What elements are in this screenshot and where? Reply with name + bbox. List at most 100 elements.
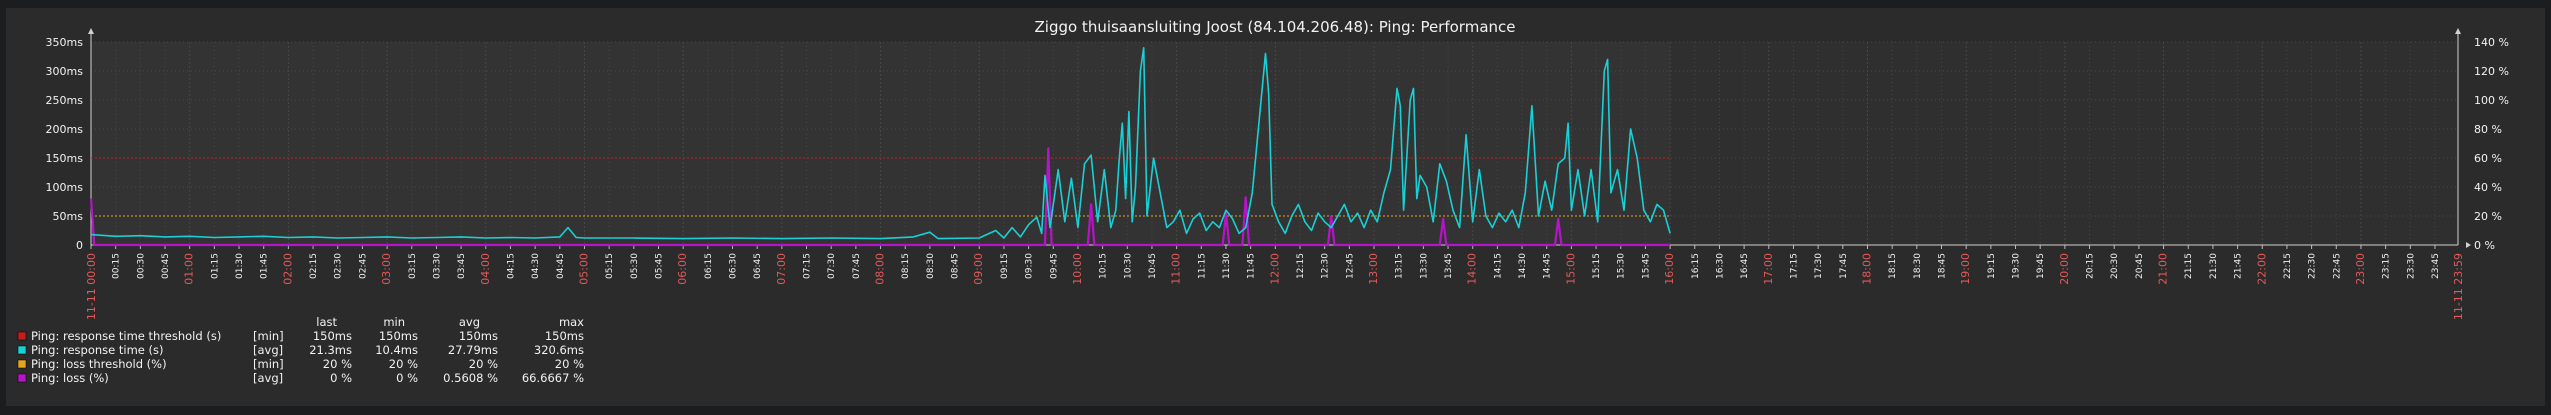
legend-max-value: 150ms bbox=[545, 329, 584, 343]
left-y-tick-label: 250ms bbox=[46, 94, 84, 107]
right-y-tick-label: 60 % bbox=[2474, 152, 2502, 165]
x-tick-label: 10:30 bbox=[1123, 253, 1133, 279]
left-y-tick-label: 0 bbox=[76, 239, 83, 252]
x-tick-label: 11:00 bbox=[1170, 253, 1183, 285]
x-tick-label: 13:00 bbox=[1367, 253, 1380, 285]
legend-min-value: 0 % bbox=[396, 371, 418, 385]
x-tick-label: 03:00 bbox=[380, 253, 393, 285]
left-axis-arrow bbox=[88, 28, 94, 34]
x-tick-label: 21:15 bbox=[2184, 253, 2194, 279]
x-tick-label: 00:15 bbox=[112, 253, 122, 279]
x-tick-label: 17:45 bbox=[1839, 253, 1849, 279]
x-tick-label: 18:15 bbox=[1888, 253, 1898, 279]
x-tick-label: 10:15 bbox=[1099, 253, 1109, 279]
x-tick-label: 09:00 bbox=[972, 253, 985, 285]
x-tick-label: 05:00 bbox=[577, 253, 590, 285]
x-tick-label: 20:00 bbox=[2058, 253, 2071, 285]
x-tick-label: 03:15 bbox=[408, 253, 418, 279]
x-tick-label: 02:45 bbox=[358, 253, 368, 279]
x-tick-label: 20:30 bbox=[2110, 253, 2120, 279]
legend-function: [avg] bbox=[253, 343, 283, 357]
x-tick-label: 06:00 bbox=[676, 253, 689, 285]
legend-series-name: Ping: loss threshold (%) bbox=[31, 357, 167, 371]
legend-function: [min] bbox=[253, 329, 284, 343]
x-tick-label: 10:00 bbox=[1071, 253, 1084, 285]
x-tick-label: 16:15 bbox=[1691, 253, 1701, 279]
x-tick-label: 18:45 bbox=[1938, 253, 1948, 279]
x-tick-label: 06:45 bbox=[753, 253, 763, 279]
x-tick-label: 20:15 bbox=[2086, 253, 2096, 279]
legend-swatch bbox=[17, 373, 27, 383]
x-tick-label: 22:45 bbox=[2332, 253, 2342, 279]
x-tick-label: 14:00 bbox=[1466, 253, 1479, 285]
legend-swatch bbox=[17, 331, 27, 341]
x-tick-label: 18:30 bbox=[1913, 253, 1923, 279]
x-tick-label: 23:15 bbox=[2382, 253, 2392, 279]
x-tick-label: 09:15 bbox=[1000, 253, 1010, 279]
x-tick-label: 14:45 bbox=[1543, 253, 1553, 279]
x-tick-label: 23:00 bbox=[2354, 253, 2367, 285]
x-tick-label: 21:00 bbox=[2157, 253, 2170, 285]
x-tick-label: 04:00 bbox=[479, 253, 492, 285]
x-tick-label: 19:15 bbox=[1987, 253, 1997, 279]
x-tick-label: 01:30 bbox=[235, 253, 245, 279]
x-tick-label: 06:15 bbox=[704, 253, 714, 279]
x-tick-label: 01:15 bbox=[210, 253, 220, 279]
x-tick-label: 05:15 bbox=[605, 253, 615, 279]
chart-title: Ziggo thuisaansluiting Joost (84.104.206… bbox=[1035, 18, 1516, 36]
right-y-tick-label: 40 % bbox=[2474, 181, 2502, 194]
legend-avg-value: 20 % bbox=[469, 357, 498, 371]
left-y-tick-label: 50ms bbox=[53, 210, 84, 223]
x-tick-label: 02:15 bbox=[309, 253, 319, 279]
x-tick-label: 12:30 bbox=[1321, 253, 1331, 279]
legend-swatch bbox=[17, 345, 27, 355]
x-tick-label: 07:00 bbox=[775, 253, 788, 285]
x-tick-label: 17:15 bbox=[1789, 253, 1799, 279]
legend-series-name: Ping: response time threshold (s) bbox=[31, 329, 221, 343]
right-y-tick-label: 20 % bbox=[2474, 210, 2502, 223]
x-tick-label: 05:30 bbox=[630, 253, 640, 279]
left-y-tick-label: 300ms bbox=[46, 65, 84, 78]
left-y-tick-label: 150ms bbox=[46, 152, 84, 165]
x-tick-label: 07:45 bbox=[852, 253, 862, 279]
x-tick-label: 13:45 bbox=[1444, 253, 1454, 279]
x-tick-label: 21:30 bbox=[2209, 253, 2219, 279]
legend-series-name: Ping: loss (%) bbox=[31, 371, 109, 385]
legend-avg-value: 27.79ms bbox=[448, 343, 498, 357]
x-tick-label: 12:45 bbox=[1345, 253, 1355, 279]
legend-header: max bbox=[559, 315, 584, 329]
x-tick-label: 21:45 bbox=[2234, 253, 2244, 279]
legend-max-value: 66.6667 % bbox=[522, 371, 584, 385]
right-y-tick-label: 120 % bbox=[2474, 65, 2509, 78]
x-tick-label: 18:00 bbox=[1860, 253, 1873, 285]
x-tick-label: 08:45 bbox=[951, 253, 961, 279]
x-tick-label: 11:45 bbox=[1247, 253, 1257, 279]
x-tick-label: 20:45 bbox=[2135, 253, 2145, 279]
legend-max-value: 20 % bbox=[555, 357, 584, 371]
legend-function: [avg] bbox=[253, 371, 283, 385]
loss-series-line bbox=[89, 147, 1671, 247]
x-tick-label: 22:30 bbox=[2308, 253, 2318, 279]
x-tick-label: 04:30 bbox=[531, 253, 541, 279]
x-tick-label: 14:15 bbox=[1493, 253, 1503, 279]
legend-last-value: 20 % bbox=[323, 357, 352, 371]
x-tick-label: 23:30 bbox=[2406, 253, 2416, 279]
legend-avg-value: 150ms bbox=[459, 329, 498, 343]
x-tick-label: 15:45 bbox=[1641, 253, 1651, 279]
legend-avg-value: 0.5608 % bbox=[443, 371, 498, 385]
legend-max-value: 320.6ms bbox=[534, 343, 584, 357]
x-tick-label: 19:00 bbox=[1959, 253, 1972, 285]
legend-min-value: 150ms bbox=[379, 329, 418, 343]
legend-series-name: Ping: response time (s) bbox=[31, 343, 164, 357]
x-tick-label: 19:30 bbox=[2012, 253, 2022, 279]
plot-area: 00:15 00:30 00:45 01:00 01:15 01:30 01:45 02:00… bbox=[46, 28, 2509, 320]
x-tick-label: 15:15 bbox=[1592, 253, 1602, 279]
x-tick-label: 14:30 bbox=[1518, 253, 1528, 279]
x-tick-label: 23:45 bbox=[2431, 253, 2441, 279]
x-tick-label: 17:30 bbox=[1814, 253, 1824, 279]
x-tick-label: 01:00 bbox=[183, 253, 196, 285]
x-tick-label: 13:15 bbox=[1395, 253, 1405, 279]
x-tick-label: 02:30 bbox=[334, 253, 344, 279]
plot-background-future bbox=[1670, 42, 2458, 245]
